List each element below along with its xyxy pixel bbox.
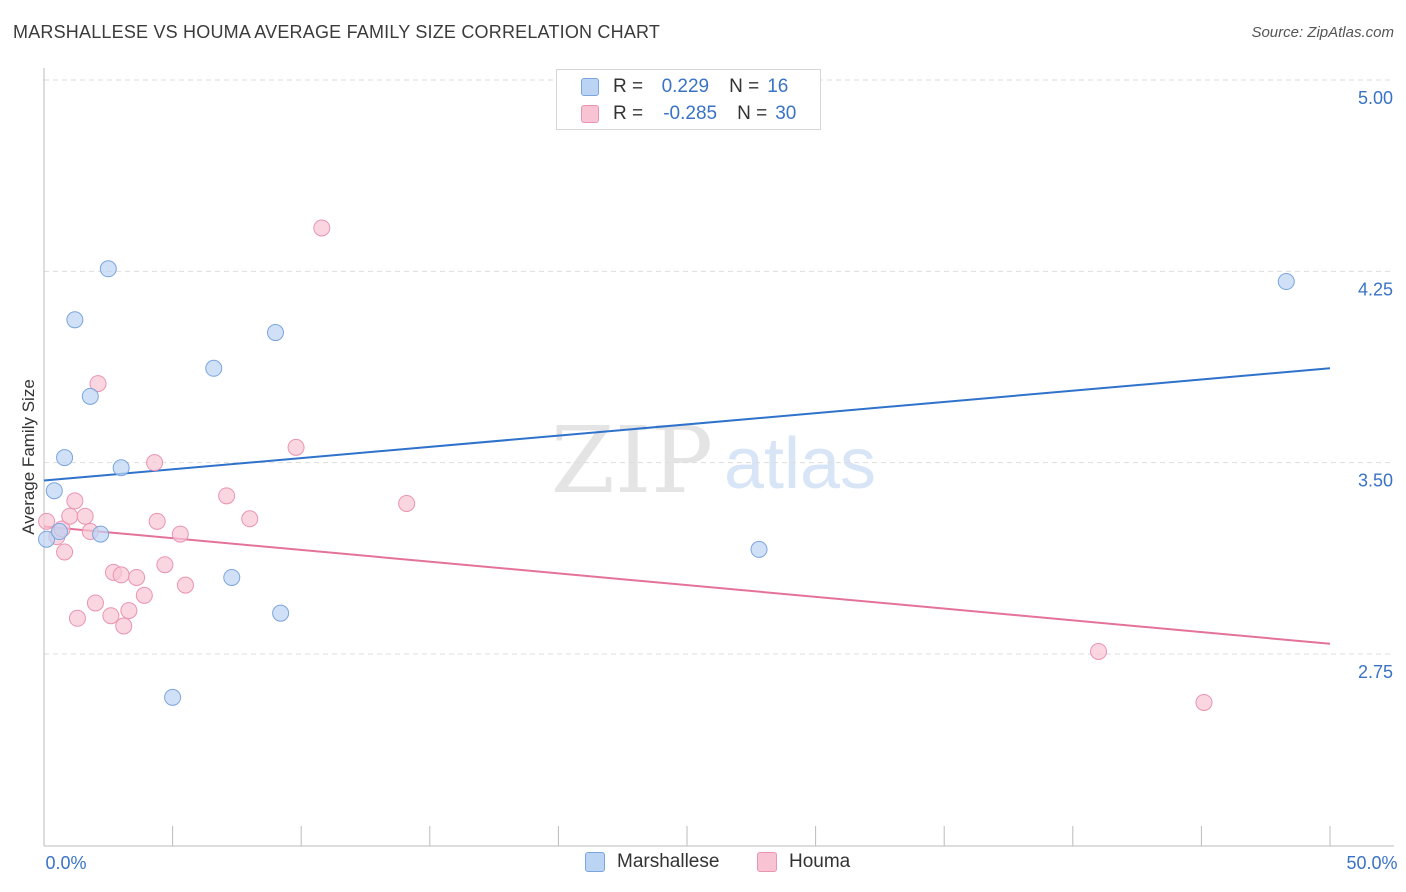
n-label: N = [737, 103, 768, 124]
marshallese-point [223, 568, 241, 586]
houma-point [398, 494, 416, 512]
r-value: 0.229 [661, 76, 710, 97]
n-value: 30 [775, 103, 797, 124]
series-legend: Marshallese Houma [0, 851, 1406, 877]
y-tick-label: 5.00 [1358, 88, 1393, 108]
marshallese-point [750, 540, 768, 558]
legend-row-marshallese: R = 0.229 N = 16 [581, 74, 788, 100]
marshallese-swatch [581, 78, 599, 96]
marshallese-point [92, 525, 110, 543]
houma-point [56, 543, 74, 561]
r-label: R = [613, 103, 644, 124]
data-points [38, 219, 1295, 711]
houma-point [89, 375, 107, 393]
y-tick-labels: 2.75 3.50 4.25 5.00 [1358, 88, 1393, 682]
marshallese-point [112, 459, 130, 477]
watermark-zip: ZIP [551, 407, 713, 514]
x-tick-label-max: 50.0% [1346, 853, 1397, 873]
trend-lines [43, 367, 1331, 645]
houma-point [66, 492, 84, 510]
watermark-atlas: atlas [724, 424, 876, 504]
marshallese-point [45, 482, 63, 500]
houma-point [1090, 642, 1108, 660]
y-tick-label: 4.25 [1358, 279, 1393, 299]
houma-point [112, 566, 130, 584]
marshallese-point [38, 530, 56, 548]
legend-item-marshallese: Marshallese [585, 851, 719, 873]
houma-point [102, 607, 120, 625]
source-label: Source: ZipAtlas.com [1251, 24, 1394, 41]
marshallese-point [272, 604, 290, 622]
n-value: 16 [767, 76, 789, 97]
legend-item-houma: Houma [757, 851, 850, 873]
marshallese-legend-swatch [585, 852, 605, 872]
houma-point [146, 454, 164, 472]
houma-point [38, 512, 56, 530]
houma-point [120, 602, 138, 620]
marshallese-point [56, 449, 74, 467]
x-ticks [43, 826, 1331, 846]
houma-point [176, 576, 194, 594]
houma-trend-line [43, 525, 1331, 645]
axes [43, 68, 1394, 847]
marshallese-point [99, 260, 117, 278]
houma-legend-label: Houma [789, 851, 851, 872]
houma-point [135, 586, 153, 604]
y-tick-label: 3.50 [1358, 471, 1393, 491]
marshallese-point [205, 359, 223, 377]
houma-point [218, 487, 236, 505]
x-tick-label-min: 0.0% [45, 853, 86, 873]
marshallese-point [1277, 273, 1295, 291]
marshallese-point [66, 311, 84, 329]
marshallese-trend-line [43, 367, 1331, 482]
houma-point [287, 438, 305, 456]
marshallese-point [50, 523, 68, 541]
houma-point [86, 594, 104, 612]
houma-point [241, 510, 259, 528]
n-label: N = [729, 76, 760, 97]
houma-point [115, 617, 133, 635]
houma-point [68, 609, 86, 627]
houma-point [171, 525, 189, 543]
houma-swatch [581, 105, 599, 123]
houma-point [1195, 693, 1213, 711]
r-value: -0.285 [663, 103, 718, 124]
houma-point [128, 568, 146, 586]
marshallese-point [164, 688, 182, 706]
houma-point [76, 507, 94, 525]
chart-title: MARSHALLESE VS HOUMA AVERAGE FAMILY SIZE… [13, 22, 661, 42]
houma-legend-swatch [757, 852, 777, 872]
gridlines [44, 79, 1394, 655]
correlation-legend: R = 0.229 N = 16 R = -0.285 N = 30 [556, 69, 821, 130]
legend-row-houma: R = -0.285 N = 30 [581, 101, 796, 127]
houma-point [148, 512, 166, 530]
y-axis-label: Average Family Size [19, 379, 38, 535]
houma-point [61, 507, 79, 525]
y-tick-label: 2.75 [1358, 662, 1393, 682]
houma-point [313, 219, 331, 237]
marshallese-legend-label: Marshallese [617, 851, 720, 872]
marshallese-point [266, 324, 284, 342]
r-label: R = [613, 76, 644, 97]
marshallese-point [81, 387, 99, 405]
houma-point [156, 556, 174, 574]
